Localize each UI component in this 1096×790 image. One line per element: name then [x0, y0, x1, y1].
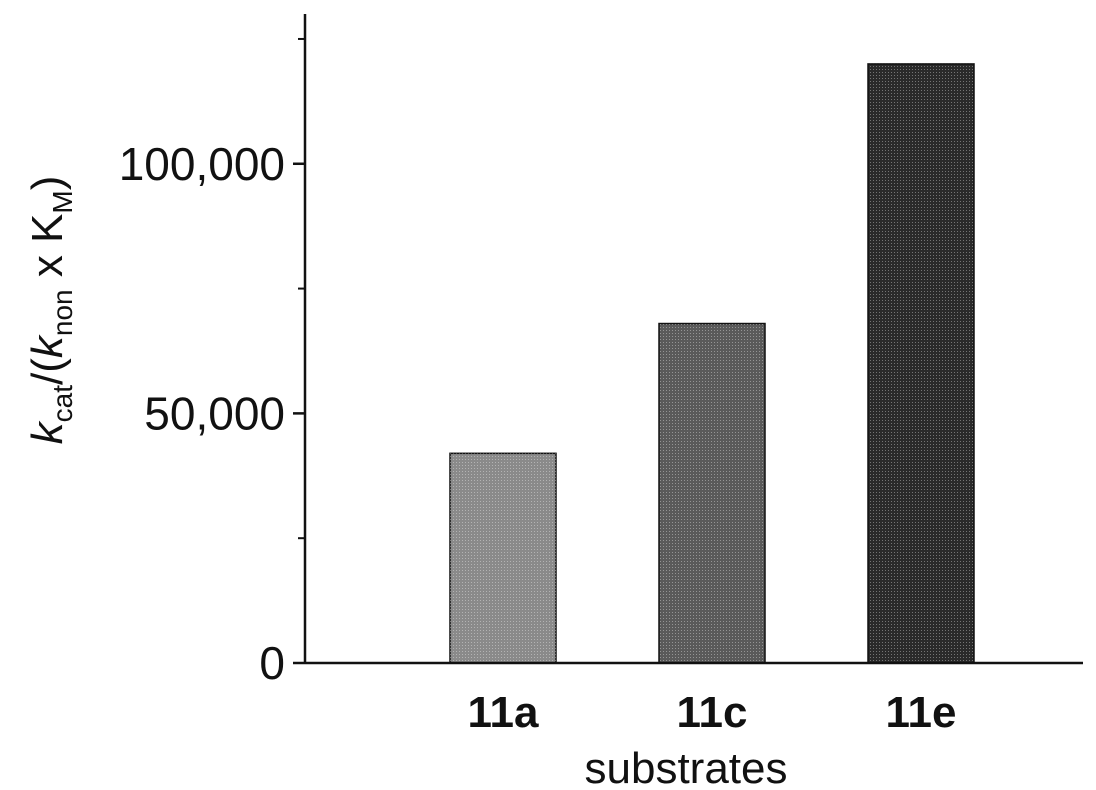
x-axis-title: substrates: [585, 744, 788, 790]
y-title-knon: k: [23, 334, 72, 358]
y-title-times: x K: [23, 214, 72, 290]
y-title-k: k: [23, 420, 72, 444]
y-title-close: ): [23, 176, 72, 191]
y-tick-label: 50,000: [144, 387, 285, 439]
y-tick-label: 0: [259, 637, 285, 689]
y-ticks-group: 0 50,000 100,000: [119, 37, 305, 689]
y-tick-label: 100,000: [119, 138, 285, 190]
bar-texture-11e: [868, 63, 974, 663]
x-tick-label-11c: 11c: [677, 688, 748, 737]
bar-texture-11c: [659, 323, 765, 663]
x-labels-group: 11a 11c 11e: [468, 688, 957, 737]
y-title-non: non: [47, 289, 78, 336]
bars-group: [449, 63, 975, 664]
bar-texture-11a: [450, 453, 556, 663]
x-tick-label-11e: 11e: [886, 688, 957, 737]
y-title-M: M: [47, 190, 78, 213]
y-title-cat: cat: [47, 385, 78, 423]
y-axis-title: kcat/(knon x KM): [23, 176, 78, 445]
x-tick-label-11a: 11a: [468, 688, 540, 737]
y-title-mid: /(: [23, 358, 72, 385]
